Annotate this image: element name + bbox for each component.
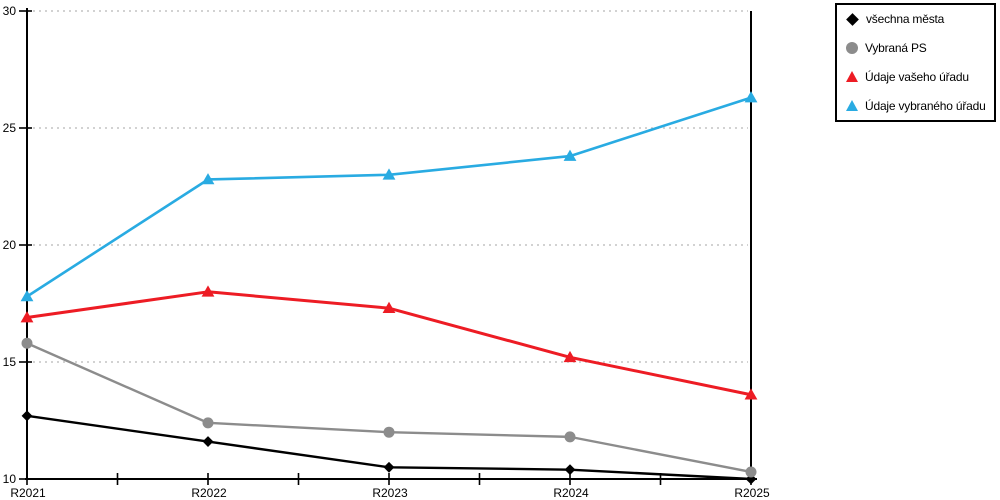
x-tick-label: R2024 bbox=[553, 486, 589, 500]
data-point bbox=[745, 466, 757, 478]
triangle-icon bbox=[846, 100, 858, 112]
data-point bbox=[202, 417, 214, 429]
data-point bbox=[21, 337, 33, 349]
legend-label: Údaje vybraného úřadu bbox=[865, 98, 986, 113]
data-point bbox=[744, 91, 758, 103]
data-point bbox=[744, 388, 758, 400]
y-tick-label: 20 bbox=[3, 238, 17, 252]
data-point bbox=[745, 473, 757, 485]
data-point bbox=[201, 173, 215, 185]
legend-item-udaje-vaseho-uradu: Údaje vašeho úřadu bbox=[846, 65, 994, 89]
legend-label: všechna města bbox=[866, 12, 945, 27]
y-tick-label: 25 bbox=[3, 121, 17, 135]
legend: všechna města Vybraná PS Údaje vašeho úř… bbox=[835, 3, 996, 122]
data-point bbox=[563, 149, 577, 161]
data-point bbox=[382, 168, 396, 180]
legend-item-udaje-vybraneho-uradu: Údaje vybraného úřadu bbox=[846, 94, 994, 118]
diamond-icon bbox=[846, 13, 859, 26]
x-tick-label: R2023 bbox=[372, 486, 408, 500]
data-point bbox=[202, 436, 214, 447]
data-point bbox=[20, 290, 34, 302]
x-tick-label: R2025 bbox=[734, 486, 770, 500]
legend-item-vybrana-ps: Vybraná PS bbox=[846, 36, 994, 60]
x-tick-label: R2022 bbox=[191, 486, 227, 500]
data-point bbox=[20, 311, 34, 323]
y-tick-label: 30 bbox=[3, 4, 17, 18]
circle-icon bbox=[846, 42, 858, 55]
legend-item-vsechna-mesta: všechna města bbox=[846, 7, 994, 31]
y-tick-label: 10 bbox=[3, 472, 17, 486]
legend-label: Vybraná PS bbox=[865, 41, 927, 56]
data-point bbox=[383, 426, 395, 438]
data-point bbox=[383, 461, 395, 473]
data-point bbox=[564, 431, 576, 443]
data-point bbox=[564, 464, 576, 476]
data-point bbox=[21, 410, 33, 422]
triangle-icon bbox=[846, 71, 858, 83]
data-point bbox=[382, 301, 396, 313]
data-point bbox=[563, 350, 577, 363]
x-tick-label: R2021 bbox=[10, 486, 46, 500]
legend-label: Údaje vašeho úřadu bbox=[865, 69, 969, 84]
y-tick-label: 15 bbox=[3, 355, 17, 369]
data-point bbox=[201, 285, 215, 297]
